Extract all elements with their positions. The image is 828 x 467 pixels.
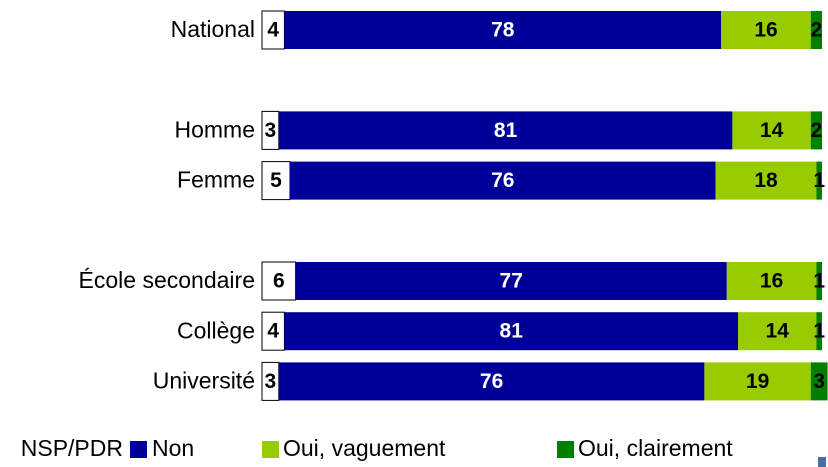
bar-segment [284,312,738,351]
bar-segment [290,161,716,200]
legend-label: Oui, clairement [578,435,733,461]
category-label: Homme [174,116,255,142]
data-label: 78 [491,19,515,42]
category-label: Collège [177,317,255,343]
data-label: 1 [813,320,825,343]
bar-segment [738,312,817,351]
bar-segment [810,111,822,150]
data-label: 81 [494,119,518,142]
data-label: 2 [811,119,823,142]
data-label: 1 [813,270,825,293]
bar-segment [726,262,817,300]
data-label: 1 [813,169,825,192]
data-label: 5 [270,169,282,192]
data-label: 14 [766,320,790,343]
data-label: 6 [273,270,285,293]
data-label: 18 [754,169,778,192]
legend-swatch [262,441,279,458]
bar-segment [816,262,822,300]
data-label: 19 [746,370,769,393]
legend-label: NSP/PDR [21,435,123,461]
category-label: National [171,16,255,42]
bar-segment [810,362,828,401]
data-label: 3 [265,119,277,142]
bar-segment [810,11,822,49]
data-label: 76 [491,169,514,192]
data-label: 4 [267,19,279,42]
bar-segment [295,262,727,300]
legend-label: Non [152,435,194,461]
data-label: 2 [811,19,823,42]
bar-segment [261,261,297,301]
bar-segment [278,111,733,150]
data-label: 76 [480,370,503,393]
data-label: 16 [760,270,783,293]
legend-label: Oui, vaguement [283,435,446,461]
bar-segment [284,11,722,49]
legend-swatch [130,441,147,458]
data-label: 4 [267,320,279,343]
category-label: École secondaire [79,267,255,293]
data-label: 14 [760,119,784,142]
category-label: Université [153,367,255,393]
corner-decoration [818,457,826,467]
legend-swatch [557,441,574,458]
bar-segment [816,312,822,351]
bar-segment [704,362,811,401]
bar-segment [816,161,822,200]
bar-segment [715,161,817,200]
data-label: 77 [500,270,523,293]
data-label: 3 [813,370,825,393]
data-label: 3 [265,370,277,393]
bar-segment [721,11,811,49]
bar-segment [278,362,705,401]
bar-segment [732,111,811,150]
category-label: Femme [177,167,255,193]
data-label: 16 [754,19,777,42]
data-label: 81 [500,320,524,343]
bar-segment [261,161,291,201]
